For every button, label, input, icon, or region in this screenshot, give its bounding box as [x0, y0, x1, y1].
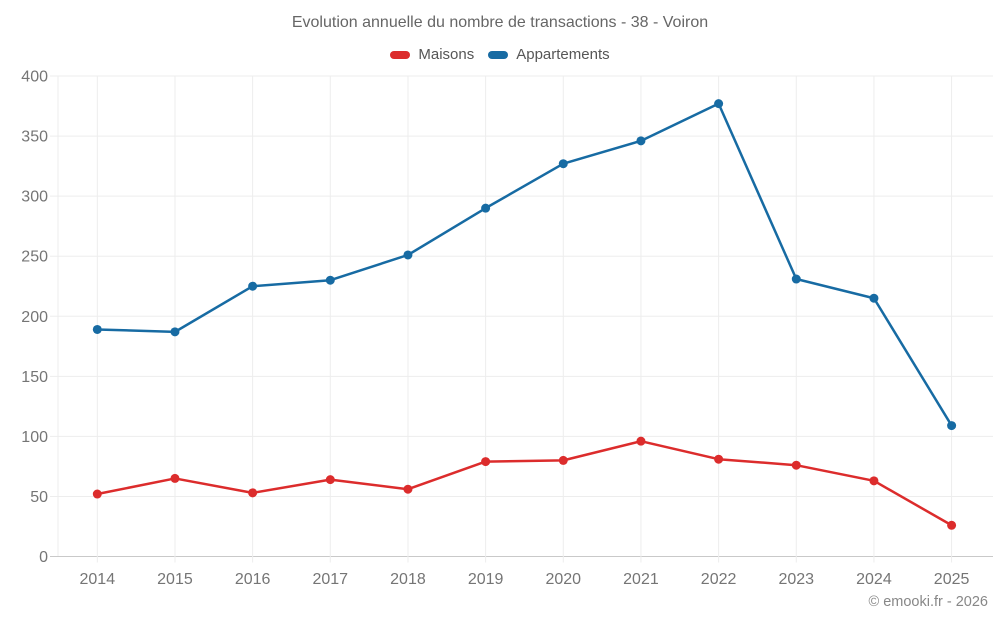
maisons-point-2019: [481, 457, 491, 467]
maisons-point-2017: [325, 475, 335, 485]
appartements-line: [96, 102, 953, 427]
appartements-point-2018: [403, 250, 413, 260]
x-tick-label-2024: 2024: [856, 571, 892, 588]
appartements-point-2021: [636, 136, 646, 146]
appartements-point-2024: [869, 293, 879, 303]
legend-item-maisons[interactable]: Maisons: [390, 46, 474, 63]
appartements-point-2022: [714, 99, 724, 109]
maisons-point-2023: [791, 460, 801, 470]
appartements-point-2020: [558, 159, 568, 169]
x-tick-label-2014: 2014: [80, 571, 116, 588]
x-tick-label-2021: 2021: [623, 571, 659, 588]
appartements-point-2019: [481, 203, 491, 213]
x-tick-label-2015: 2015: [157, 571, 193, 588]
x-tick-label-2020: 2020: [545, 571, 581, 588]
x-tick-label-2019: 2019: [468, 571, 504, 588]
legend-label-maisons: Maisons: [418, 46, 475, 63]
chart-title: Evolution annuelle du nombre de transact…: [291, 14, 709, 31]
maisons-line: [96, 439, 953, 527]
appartements-point-2015: [170, 327, 180, 337]
appartements-swatch-icon: [488, 50, 509, 59]
chart-legend: Maisons Appartements: [0, 46, 1000, 63]
maisons-point-2024: [869, 476, 879, 486]
legend-label-appartements: Appartements: [516, 46, 610, 63]
maisons-point-2022: [714, 454, 724, 464]
appartements-point-2016: [248, 281, 258, 291]
y-tick-label-100: 100: [21, 429, 48, 446]
maisons-point-2020: [558, 455, 568, 465]
maisons-point-2018: [403, 484, 413, 494]
y-tick-label-50: 50: [30, 489, 48, 506]
legend-item-appartements[interactable]: Appartements: [488, 46, 610, 63]
y-tick-label-350: 350: [21, 129, 48, 146]
y-tick-label-250: 250: [21, 249, 48, 266]
appartements-point-2023: [791, 274, 801, 284]
x-tick-label-2018: 2018: [390, 571, 426, 588]
copyright-credit: © emooki.fr - 2026: [868, 594, 988, 610]
x-tick-label-2025: 2025: [934, 571, 970, 588]
y-tick-label-300: 300: [21, 189, 48, 206]
maisons-point-2016: [248, 488, 258, 498]
y-tick-label-400: 400: [21, 69, 48, 86]
appartements-point-2014: [92, 324, 102, 334]
x-tick-label-2016: 2016: [235, 571, 271, 588]
x-tick-label-2022: 2022: [701, 571, 737, 588]
maisons-point-2014: [92, 489, 102, 499]
maisons-point-2025: [947, 520, 957, 530]
appartements-point-2017: [325, 275, 335, 285]
y-tick-label-0: 0: [39, 549, 48, 566]
x-tick-label-2023: 2023: [778, 571, 814, 588]
y-tick-label-150: 150: [21, 369, 48, 386]
maisons-point-2015: [170, 473, 180, 483]
maisons-point-2021: [636, 436, 646, 446]
appartements-point-2025: [947, 421, 957, 431]
maisons-swatch-icon: [390, 50, 411, 59]
x-tick-label-2017: 2017: [312, 571, 348, 588]
y-tick-label-200: 200: [21, 309, 48, 326]
